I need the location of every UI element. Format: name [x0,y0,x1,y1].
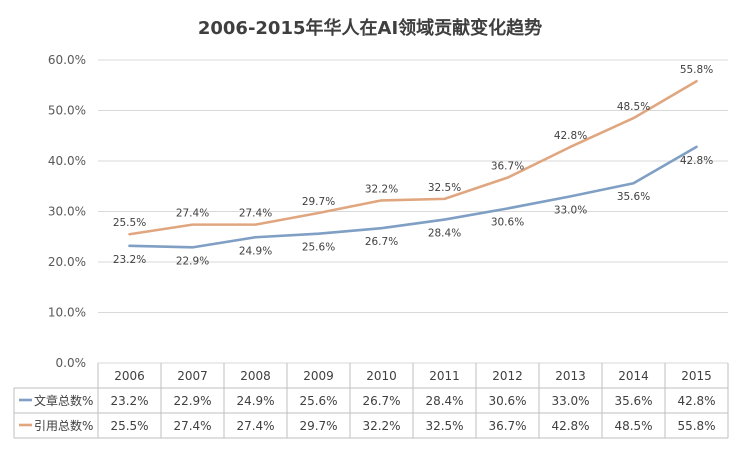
table-cell: 35.6% [614,394,652,408]
y-tick-label: 60.0% [48,53,86,67]
data-label: 27.4% [239,208,272,220]
data-label: 26.7% [365,236,398,248]
data-label: 30.6% [491,216,524,228]
legend-label: 文章总数% [34,393,93,408]
x-tick-label: 2013 [555,369,586,383]
table-cell: 22.9% [173,394,211,408]
y-tick-label: 0.0% [56,356,87,370]
table-cell: 24.9% [236,394,274,408]
table-cell: 32.2% [362,419,400,433]
x-tick-label: 2015 [681,369,712,383]
table-cell: 29.7% [299,419,337,433]
table-cell: 55.8% [677,419,715,433]
y-tick-label: 20.0% [48,255,86,269]
series-line [128,145,698,249]
data-table: 文章总数% 23.2% 22.9% 24.9% 25.6% 26.7% 28.4% 30.6%… [13,363,729,439]
table-cell: 27.4% [173,419,211,433]
x-tick-label: 2012 [492,369,523,383]
x-tick-label: 2007 [177,369,208,383]
table-cell: 36.7% [488,419,526,433]
data-label: 42.8% [680,155,713,167]
table-cell: 23.2% [110,394,148,408]
data-label: 35.6% [617,191,650,203]
series-line [128,79,698,236]
data-label: 23.2% [113,254,146,266]
data-label: 36.7% [491,161,524,173]
table-cell: 28.4% [425,394,463,408]
table-cell: 27.4% [236,419,274,433]
data-label: 22.9% [176,255,209,267]
data-label: 33.0% [554,204,587,216]
y-tick-label: 40.0% [48,154,86,168]
data-label: 55.8% [680,64,713,76]
x-tick-label: 2010 [366,369,397,383]
data-label: 24.9% [239,245,272,257]
y-tick-label: 10.0% [48,306,86,320]
x-tick-label: 2006 [114,369,145,383]
data-labels: 23.2% 22.9% 24.9% 25.6% 26.7% 28.4% 30.6% 33.0%… [113,64,713,267]
data-label: 32.2% [365,183,398,195]
table-cell: 42.8% [677,394,715,408]
data-label: 32.5% [428,182,461,194]
x-tick-label: 2009 [303,369,334,383]
table-cell: 48.5% [614,419,652,433]
table-cell: 42.8% [551,419,589,433]
data-label: 27.4% [176,208,209,220]
gridlines [98,59,728,364]
x-tick-label: 2008 [240,369,271,383]
y-tick-label: 30.0% [48,205,86,219]
legend-label: 引用总数% [34,418,93,433]
data-label: 28.4% [428,228,461,240]
x-tick-label: 2014 [618,369,649,383]
data-label: 29.7% [302,196,335,208]
table-cell: 32.5% [425,419,463,433]
chart-title: 2006-2015年华人在AI领域贡献变化趋势 [198,17,542,39]
x-tick-label: 2011 [429,369,460,383]
table-cell: 26.7% [362,394,400,408]
table-cell: 33.0% [551,394,589,408]
data-label: 25.5% [113,217,146,229]
data-label: 48.5% [617,101,650,113]
table-cell: 25.5% [110,419,148,433]
y-tick-label: 50.0% [48,104,86,118]
series-lines [128,79,698,249]
data-label: 42.8% [554,130,587,142]
data-label: 25.6% [302,242,335,254]
table-cell: 25.6% [299,394,337,408]
table-cell: 30.6% [488,394,526,408]
axis-labels: 0.0% 10.0% 20.0% 30.0% 40.0% 50.0% 60.0% 2006 20… [48,53,712,383]
